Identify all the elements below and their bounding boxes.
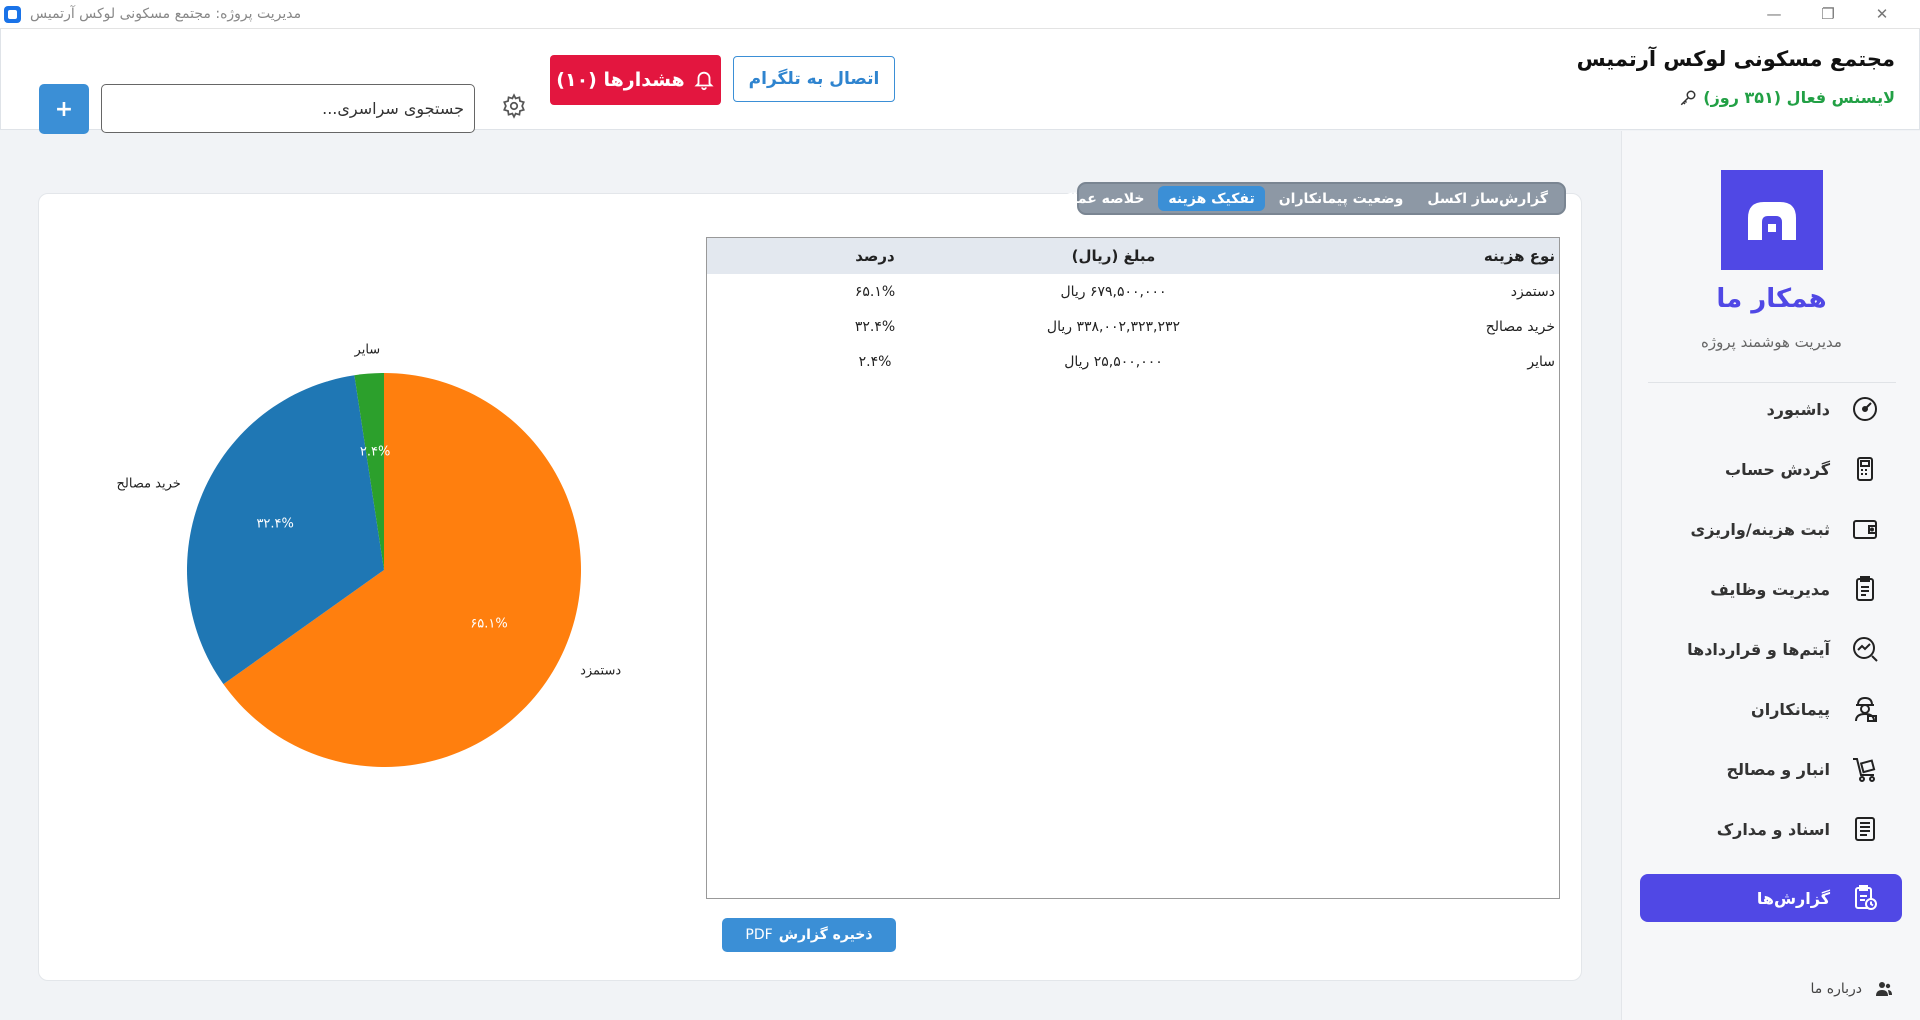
- sidebar-item-warehouse[interactable]: انبار و مصالح: [1640, 745, 1902, 793]
- sidebar-divider: [1648, 382, 1896, 383]
- sidebar-item-label: ثبت هزینه/واریزی: [1690, 519, 1830, 539]
- sidebar: همکار ما مدیریت هوشمند پروژه داشبورد گرد…: [1621, 131, 1920, 1020]
- wallet-icon: [1853, 520, 1877, 539]
- sidebar-item-contracts[interactable]: آیتم‌ها و قراردادها: [1640, 625, 1902, 673]
- sidebar-item-label: پیمانکاران: [1751, 699, 1830, 719]
- tab-contractors-status[interactable]: وضعیت پیمانکاران: [1278, 190, 1404, 207]
- cost-table: نوع هزینه مبلغ (ریال) درصد دستمزد ۶۷۹,۵۰…: [706, 237, 1560, 899]
- header-percent: درصد: [855, 247, 895, 265]
- sidebar-item-label: مدیریت وظایف: [1710, 579, 1830, 599]
- dashboard-icon: [1853, 397, 1877, 421]
- cell-type: دستمزد: [1510, 283, 1555, 300]
- cell-type: سایر: [1527, 353, 1555, 370]
- cell-percent: ۶۵.۱%: [854, 283, 896, 300]
- cell-percent: ۲.۴%: [858, 353, 892, 370]
- pie-slice-1[interactable]: [186, 375, 384, 685]
- pie-label-0: دستمزد: [580, 664, 621, 679]
- clipboard-icon: [1856, 576, 1874, 601]
- save-pdf-button[interactable]: ذخیره گزارش PDF: [722, 918, 896, 952]
- add-button[interactable]: +: [39, 84, 89, 134]
- cell-percent: ۳۲.۴%: [854, 318, 896, 335]
- license-status: لایسنس فعال (۳۵۱ روز): [1679, 88, 1895, 107]
- cell-amount: ۳۳۸,۰۰۲,۳۲۳,۲۳۲ ریال: [1046, 318, 1181, 335]
- pie-percent-2: ۲.۴%: [360, 445, 390, 460]
- report-tabs: گزارش‌ساز اکسل وضعیت پیمانکاران تفکیک هز…: [1048, 182, 1566, 215]
- table-row[interactable]: خرید مصالح ۳۳۸,۰۰۲,۳۲۳,۲۳۲ ریال ۳۲.۴%: [707, 309, 1559, 344]
- sidebar-item-label: گردش حساب: [1724, 459, 1830, 479]
- sidebar-item-label: اسناد و مدارک: [1716, 819, 1830, 839]
- pie-slice-0[interactable]: [223, 373, 581, 767]
- cell-amount: ۶۷۹,۵۰۰,۰۰۰ ریال: [1060, 283, 1167, 300]
- cart-icon: [1853, 758, 1876, 782]
- settings-icon[interactable]: [501, 93, 527, 119]
- about-label: درباره ما: [1810, 981, 1862, 997]
- sidebar-item-expense[interactable]: ثبت هزینه/واریزی: [1640, 505, 1902, 553]
- pie-label-2: سایر: [354, 342, 381, 357]
- global-search-input[interactable]: [101, 84, 475, 133]
- cell-type: خرید مصالح: [1485, 318, 1555, 335]
- logo-icon: [1748, 202, 1796, 240]
- key-icon: [1680, 90, 1696, 105]
- bell-icon: [694, 71, 714, 91]
- app-header: مجتمع مسکونی لوکس آرتمیس لایسنس فعال (۳۵…: [0, 29, 1920, 134]
- window-titlebar: مدیریت پروژه: مجتمع مسکونی لوکس آرتمیس —…: [0, 0, 1920, 29]
- table-row[interactable]: سایر ۲۵,۵۰۰,۰۰۰ ریال ۲.۴%: [707, 344, 1559, 379]
- header-amount: مبلغ (ریال): [1071, 247, 1156, 265]
- sidebar-item-reports[interactable]: گزارش‌ها: [1640, 874, 1902, 922]
- alerts-label: هشدارها (۱۰): [556, 69, 685, 91]
- sidebar-item-label: داشبورد: [1766, 399, 1830, 419]
- tab-performance-summary[interactable]: خلاصه عملکرد: [1048, 190, 1145, 207]
- about-link[interactable]: درباره ما: [1811, 979, 1894, 999]
- telegram-connect-button[interactable]: اتصال به تلگرام: [733, 56, 895, 102]
- cell-amount: ۲۵,۵۰۰,۰۰۰ ریال: [1064, 353, 1163, 370]
- sidebar-item-tasks[interactable]: مدیریت وظایف: [1640, 565, 1902, 613]
- app-icon: [4, 6, 21, 23]
- table-header: نوع هزینه مبلغ (ریال) درصد: [707, 238, 1559, 274]
- sidebar-item-dashboard[interactable]: داشبورد: [1640, 385, 1902, 433]
- report-icon: [1855, 885, 1877, 910]
- sidebar-item-label: گزارش‌ها: [1756, 888, 1830, 908]
- users-icon: [1876, 982, 1892, 996]
- close-icon[interactable]: ✕: [1875, 5, 1889, 23]
- pie-percent-1: ۳۲.۴%: [256, 516, 293, 531]
- brand-tagline: مدیریت هوشمند پروژه: [1701, 333, 1842, 351]
- pos-icon: [1857, 457, 1873, 481]
- chart-search-icon: [1853, 637, 1878, 662]
- sidebar-item-label: آیتم‌ها و قراردادها: [1687, 639, 1830, 659]
- tab-excel-builder[interactable]: گزارش‌ساز اکسل: [1427, 190, 1548, 207]
- worker-icon: [1855, 696, 1877, 722]
- document-icon: [1855, 817, 1875, 841]
- sidebar-item-documents[interactable]: اسناد و مدارک: [1640, 805, 1902, 853]
- project-title: مجتمع مسکونی لوکس آرتمیس: [1576, 47, 1895, 71]
- table-row[interactable]: دستمزد ۶۷۹,۵۰۰,۰۰۰ ریال ۶۵.۱%: [707, 274, 1559, 309]
- minimize-icon[interactable]: —: [1766, 5, 1782, 23]
- sidebar-item-label: انبار و مصالح: [1726, 759, 1830, 779]
- save-pdf-label: ذخیره گزارش: [778, 927, 873, 943]
- header-type: نوع هزینه: [1483, 247, 1555, 265]
- license-text: لایسنس فعال (۳۵۱ روز): [1703, 88, 1895, 107]
- sidebar-item-contractors[interactable]: پیمانکاران: [1640, 685, 1902, 733]
- logo: [1721, 170, 1823, 270]
- save-pdf-format: PDF: [745, 927, 773, 943]
- maximize-icon[interactable]: ❐: [1821, 5, 1835, 23]
- sidebar-item-account[interactable]: گردش حساب: [1640, 445, 1902, 493]
- pie-percent-0: ۶۵.۱%: [470, 617, 507, 632]
- brand-name: همکار ما: [1716, 284, 1827, 314]
- alerts-button[interactable]: هشدارها (۱۰): [550, 55, 721, 105]
- window-title: مدیریت پروژه: مجتمع مسکونی لوکس آرتمیس: [30, 6, 302, 22]
- pie-slice-2[interactable]: [354, 373, 384, 570]
- tab-cost-breakdown[interactable]: تفکیک هزینه: [1158, 186, 1265, 211]
- cost-pie-chart: دستمزد ۶۵.۱% خرید مصالح ۳۲.۴% سایر ۲.۴%: [117, 342, 621, 767]
- pie-label-1: خرید مصالح: [117, 476, 181, 491]
